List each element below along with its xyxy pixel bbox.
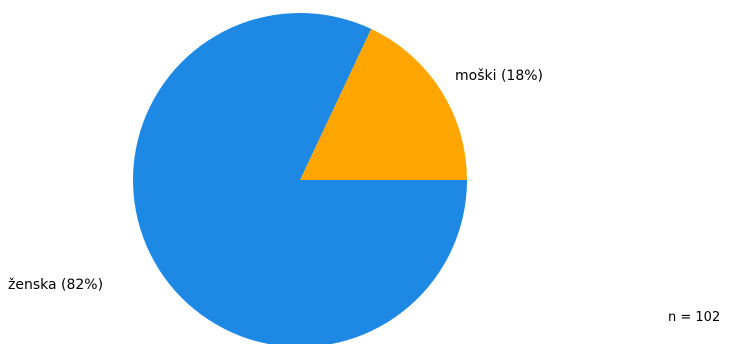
pie-slice-label-0: moški (18%) <box>455 68 543 84</box>
pie-slice-0 <box>300 28 467 180</box>
sample-size-label: n = 102 <box>668 310 721 325</box>
pie-slices <box>133 13 467 344</box>
pie-slice-label-1: ženska (82%) <box>8 277 103 293</box>
pie-labels: moški (18%) ženska (82%) <box>8 68 543 293</box>
pie-slice-1 <box>133 13 467 344</box>
